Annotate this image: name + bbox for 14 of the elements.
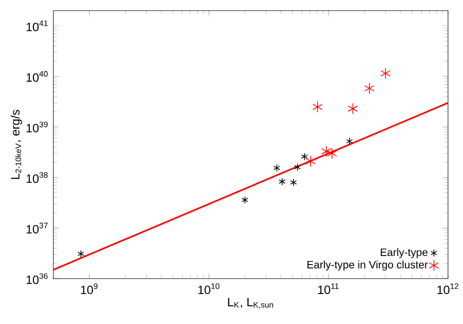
y-tick-label: 10$^{39}$ (26, 122, 48, 132)
legend-label: Early-type in Virgo cluster (307, 260, 428, 271)
x-tick-label: 10$^{10}$ (198, 283, 220, 294)
x-tick-label: 10$^{11}$ (318, 283, 339, 294)
y-tick-label: 10$^{36}$ (26, 273, 48, 284)
legend-label: Early-type (380, 248, 428, 258)
x-tick-label: 10$^{9}$ (81, 283, 98, 294)
x-axis-title: L$_{K}$, L$_{K,sun}$ (228, 298, 274, 309)
y-tick-label: 10$^{41}$ (26, 20, 48, 32)
y-axis-title: L$_{2-10keV}$, erg/s (10, 110, 22, 179)
y-tick-label: 10$^{40}$ (26, 71, 48, 82)
y-tick-label: 10$^{37}$ (26, 222, 48, 234)
x-tick-label: 10$^{12}$ (437, 283, 458, 294)
y-tick-label: 10$^{38}$ (26, 172, 48, 183)
